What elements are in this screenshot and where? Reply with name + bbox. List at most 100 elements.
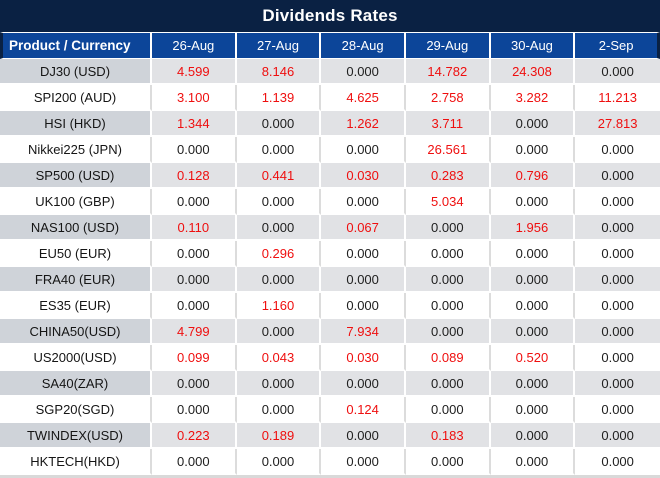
rate-cell: 0.796 [490, 163, 576, 189]
table-row: TWINDEX(USD) 0.223 0.189 0.000 0.183 0.000 0.0… [0, 423, 660, 449]
table-row: DJ30 (USD) 4.599 8.146 0.000 14.782 24.308 0.0… [0, 59, 660, 85]
rate-cell: 26.561 [405, 137, 491, 163]
rate-cell: 1.344 [152, 111, 237, 137]
product-cell: UK100 (GBP) [0, 189, 152, 215]
product-cell: HKTECH(HKD) [0, 449, 152, 475]
rate-cell: 1.262 [321, 111, 406, 137]
rate-cell: 0.000 [321, 137, 406, 163]
rate-cell: 0.000 [236, 267, 322, 293]
product-cell: HSI (HKD) [0, 111, 152, 137]
header-row: Product / Currency 26-Aug 27-Aug 28-Aug … [0, 32, 660, 59]
rate-cell: 0.000 [236, 189, 322, 215]
rate-cell: 24.308 [490, 59, 576, 85]
rate-cell: 0.000 [321, 293, 406, 319]
rate-cell: 0.000 [575, 319, 660, 345]
rate-cell: 0.000 [405, 241, 491, 267]
product-cell: TWINDEX(USD) [0, 423, 152, 449]
rate-cell: 0.110 [152, 215, 237, 241]
header-date-3: 28-Aug [321, 32, 406, 59]
rate-cell: 0.000 [321, 423, 406, 449]
rate-cell: 0.283 [405, 163, 491, 189]
rate-cell: 0.000 [152, 371, 237, 397]
rate-cell: 4.799 [152, 319, 237, 345]
rate-cell: 0.000 [236, 111, 322, 137]
rate-cell: 0.000 [152, 189, 237, 215]
rate-cell: 0.000 [236, 397, 322, 423]
rate-cell: 5.034 [405, 189, 491, 215]
rate-cell: 0.000 [490, 241, 576, 267]
rate-cell: 11.213 [575, 85, 660, 111]
product-cell: FRA40 (EUR) [0, 267, 152, 293]
rate-cell: 0.000 [575, 163, 660, 189]
rate-cell: 0.000 [575, 267, 660, 293]
rate-cell: 0.000 [321, 189, 406, 215]
rate-cell: 7.934 [321, 319, 406, 345]
rate-cell: 0.189 [236, 423, 322, 449]
table-row: SA40(ZAR) 0.000 0.000 0.000 0.000 0.000 0.000 [0, 371, 660, 397]
rate-cell: 0.000 [152, 267, 237, 293]
rate-cell: 0.000 [575, 449, 660, 475]
rate-cell: 0.296 [236, 241, 322, 267]
product-cell: SPI200 (AUD) [0, 85, 152, 111]
rate-cell: 0.000 [236, 371, 322, 397]
product-cell: SP500 (USD) [0, 163, 152, 189]
rate-cell: 0.520 [490, 345, 576, 371]
table-row: US2000(USD) 0.099 0.043 0.030 0.089 0.520 0.00… [0, 345, 660, 371]
rate-cell: 2.758 [405, 85, 491, 111]
rate-cell: 0.000 [490, 111, 576, 137]
rate-cell: 1.139 [236, 85, 322, 111]
rate-cell: 0.000 [575, 215, 660, 241]
rate-cell: 0.000 [575, 241, 660, 267]
rate-cell: 0.000 [575, 293, 660, 319]
table-row: EU50 (EUR) 0.000 0.296 0.000 0.000 0.000 0.000 [0, 241, 660, 267]
table-row: HKTECH(HKD) 0.000 0.000 0.000 0.000 0.000 0.00… [0, 449, 660, 475]
rate-cell: 3.100 [152, 85, 237, 111]
rate-cell: 0.000 [490, 371, 576, 397]
panel-title: Dividends Rates [0, 0, 660, 32]
rate-cell: 0.000 [575, 189, 660, 215]
rate-cell: 0.000 [575, 397, 660, 423]
table-row: SGP20(SGD) 0.000 0.000 0.124 0.000 0.000 0.000 [0, 397, 660, 423]
header-product-currency: Product / Currency [0, 32, 152, 59]
rate-cell: 0.000 [321, 241, 406, 267]
rate-cell: 0.000 [321, 371, 406, 397]
table-row: ES35 (EUR) 0.000 1.160 0.000 0.000 0.000 0.000 [0, 293, 660, 319]
table-row: SP500 (USD) 0.128 0.441 0.030 0.283 0.796 0.00… [0, 163, 660, 189]
table-row: UK100 (GBP) 0.000 0.000 0.000 5.034 0.000 0.00… [0, 189, 660, 215]
rate-cell: 14.782 [405, 59, 491, 85]
rate-cell: 0.000 [490, 449, 576, 475]
rate-cell: 0.000 [321, 267, 406, 293]
rate-cell: 4.625 [321, 85, 406, 111]
product-cell: ES35 (EUR) [0, 293, 152, 319]
rate-cell: 0.000 [575, 371, 660, 397]
rate-cell: 0.441 [236, 163, 322, 189]
header-date-6: 2-Sep [575, 32, 660, 59]
rate-cell: 4.599 [152, 59, 237, 85]
rate-cell: 1.160 [236, 293, 322, 319]
rate-cell: 0.124 [321, 397, 406, 423]
rate-cell: 0.099 [152, 345, 237, 371]
rate-cell: 8.146 [236, 59, 322, 85]
header-date-5: 30-Aug [490, 32, 576, 59]
rate-cell: 0.000 [490, 267, 576, 293]
rate-cell: 0.000 [490, 293, 576, 319]
rate-cell: 0.000 [236, 319, 322, 345]
rate-cell: 0.128 [152, 163, 237, 189]
rate-cell: 0.000 [575, 59, 660, 85]
header-date-4: 29-Aug [405, 32, 491, 59]
rate-cell: 0.000 [152, 397, 237, 423]
table-row: NAS100 (USD) 0.110 0.000 0.067 0.000 1.956 0.0… [0, 215, 660, 241]
table-row: FRA40 (EUR) 0.000 0.000 0.000 0.000 0.000 0.00… [0, 267, 660, 293]
rate-cell: 3.711 [405, 111, 491, 137]
rate-cell: 0.030 [321, 163, 406, 189]
rate-cell: 0.000 [405, 215, 491, 241]
rate-cell: 0.043 [236, 345, 322, 371]
table-row: CHINA50(USD) 4.799 0.000 7.934 0.000 0.000 0.0… [0, 319, 660, 345]
rate-cell: 0.000 [490, 423, 576, 449]
rate-cell: 0.000 [236, 449, 322, 475]
rate-cell: 27.813 [575, 111, 660, 137]
rate-cell: 0.000 [321, 59, 406, 85]
rate-cell: 0.000 [152, 137, 237, 163]
product-cell: DJ30 (USD) [0, 59, 152, 85]
